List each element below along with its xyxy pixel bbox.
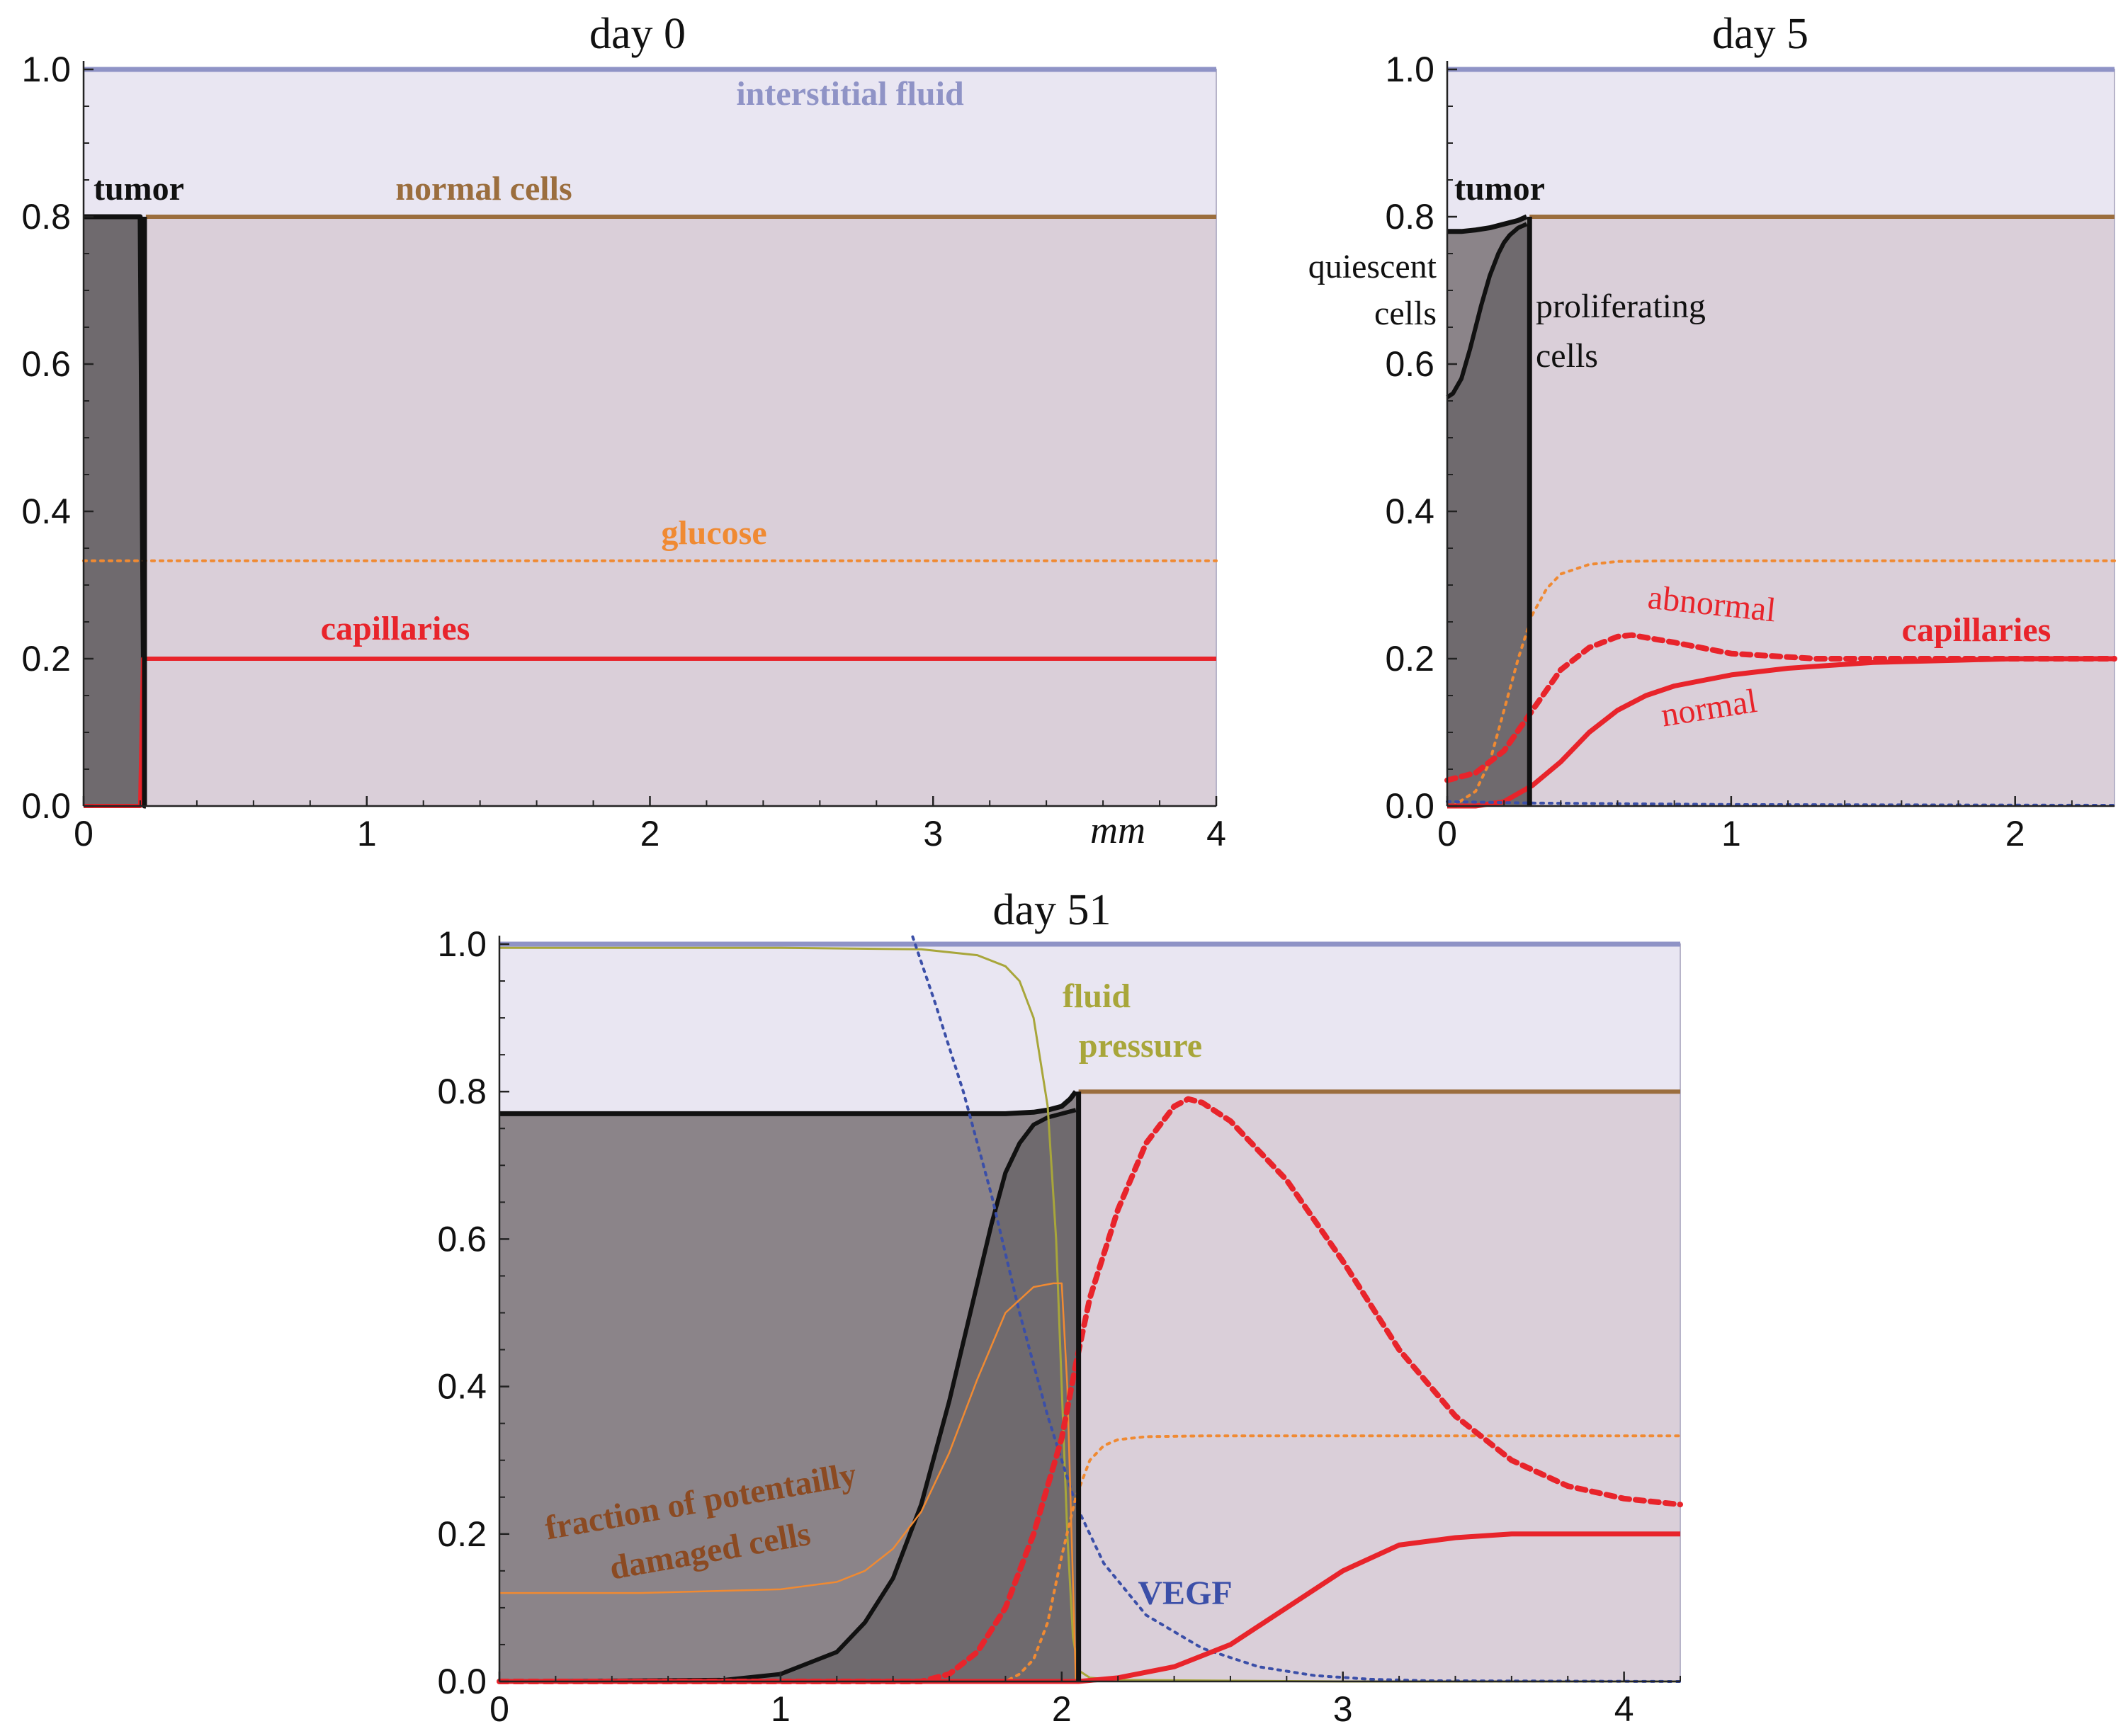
- day0-label-normal: normal cells: [395, 170, 572, 208]
- panel-day-5: 0.0 0.2 0.4 0.6 0.8 1.0 0 1 2 day 5 tumor quiesc…: [1308, 10, 2117, 853]
- day5-label-tumor: tumor: [1454, 170, 1545, 208]
- day0-ytick-label: 0.0: [21, 786, 71, 826]
- day5-ytick-label: 0.4: [1385, 492, 1434, 531]
- day51-xtick-label: 2: [1052, 1689, 1072, 1729]
- day51-ytick-label: 0.6: [437, 1219, 487, 1259]
- day0-xaxis-unit: mm: [1090, 809, 1145, 851]
- day51-xtick-label: 4: [1614, 1689, 1634, 1729]
- day51-series-proliferating-boundary: [499, 1108, 1077, 1684]
- day51-xtick-label: 3: [1333, 1689, 1353, 1729]
- day0-label-tumor: tumor: [94, 170, 184, 208]
- day5-label-capillaries: capillaries: [1902, 611, 2051, 649]
- day5-tumor-fluid-region: [1447, 69, 1530, 232]
- day0-xtick-label: 1: [357, 814, 377, 853]
- day51-series-capillaries-abnormal: [497, 1096, 1683, 1684]
- day0-ytick-label: 0.8: [21, 197, 71, 237]
- panel-day-51: 0.0 0.2 0.4 0.6 0.8 1.0 0 1 2 3 4 day 51 fluid pre…: [437, 886, 1683, 1729]
- day5-xtick-label: 1: [1721, 814, 1741, 853]
- day51-normal-cells-region: [1078, 1091, 1680, 1681]
- day51-series-glucose: [498, 1434, 1682, 1683]
- day5-series-quiescent-boundary: [1446, 222, 1528, 399]
- day5-label-quiescent-2: cells: [1374, 295, 1437, 332]
- day5-xtick-label: 2: [2005, 814, 2025, 853]
- day51-label-fluid-1: fluid: [1063, 977, 1131, 1015]
- day5-xtick-label: 0: [1437, 814, 1457, 853]
- day5-series-tumor-total: [1447, 214, 1528, 234]
- day0-ytick-label: 0.4: [21, 492, 71, 531]
- day51-plot-area: 0.0 0.2 0.4 0.6 0.8 1.0 0 1 2 3 4: [437, 924, 1683, 1729]
- day5-title: day 5: [1712, 10, 1808, 58]
- day5-label-quiescent-1: quiescent: [1308, 248, 1437, 285]
- day5-ytick-label: 0.8: [1385, 197, 1434, 237]
- day5-label-proliferating-1: proliferating: [1536, 288, 1706, 325]
- day51-series-damaged-fraction: [499, 1282, 1077, 1682]
- day51-xtick-label: 1: [771, 1689, 791, 1729]
- day51-tumor-fluid-region: [499, 944, 1079, 1114]
- day5-series-vegf: [1446, 800, 2116, 807]
- day0-tumor-region: [84, 217, 146, 806]
- day0-xtick-label: 0: [74, 814, 94, 853]
- day51-proliferating-region: [499, 1110, 1079, 1681]
- day51-ytick-label: 0.0: [437, 1662, 487, 1701]
- day5-series-capillaries-abnormal: [1444, 632, 2117, 783]
- day5-series-capillaries-normal: [1447, 656, 2114, 809]
- day0-xtick-label: 4: [1206, 814, 1226, 853]
- day0-ytick-label: 0.2: [21, 639, 71, 679]
- day51-series-vegf: [911, 935, 1682, 1683]
- day0-xtick-label: 3: [923, 814, 943, 853]
- day5-ytick-label: 0.6: [1385, 344, 1434, 384]
- day0-label-interstitial: interstitial fluid: [736, 75, 964, 113]
- day51-label-fluid-2: pressure: [1079, 1027, 1202, 1065]
- day5-ytick-label: 0.0: [1385, 786, 1434, 826]
- day5-ytick-label: 0.2: [1385, 639, 1434, 679]
- day51-ytick-label: 1.0: [437, 924, 487, 964]
- day51-ytick-label: 0.2: [437, 1514, 487, 1554]
- day0-tumor-fluid-region: [84, 69, 140, 217]
- day5-label-proliferating-2: cells: [1536, 337, 1598, 375]
- day0-label-glucose: glucose: [661, 514, 766, 552]
- day0-normal-cells-region: [145, 217, 1216, 806]
- day51-label-vegf: VEGF: [1138, 1575, 1232, 1612]
- day5-plot-area: 0.0 0.2 0.4 0.6 0.8 1.0 0 1 2: [1385, 50, 2117, 853]
- day0-title: day 0: [589, 10, 686, 58]
- day51-ytick-label: 0.4: [437, 1367, 487, 1407]
- day0-fluid-region: [84, 69, 1216, 217]
- day0-ytick-label: 1.0: [21, 50, 71, 89]
- day0-label-capillaries: capillaries: [321, 610, 470, 647]
- panel-day-0: 0.0 0.2 0.4 0.6 0.8 1.0 0 1 2 3 4 day 0 interstiti…: [21, 10, 1225, 853]
- day51-ytick-label: 0.8: [437, 1072, 487, 1111]
- day51-series-tumor-total: [499, 1090, 1078, 1116]
- day51-title: day 51: [992, 886, 1111, 934]
- day0-ytick-label: 0.6: [21, 344, 71, 384]
- day0-xtick-label: 2: [640, 814, 660, 853]
- day0-plot-area: 0.0 0.2 0.4 0.6 0.8 1.0 0 1 2 3 4: [21, 50, 1225, 853]
- day5-fluid-region: [1447, 69, 2114, 217]
- day5-ytick-label: 1.0: [1385, 50, 1434, 89]
- day51-xtick-label: 0: [489, 1689, 509, 1729]
